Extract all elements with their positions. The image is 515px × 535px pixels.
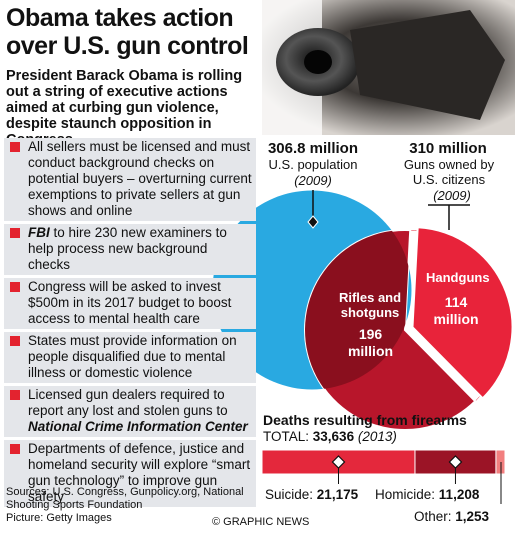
bullet-marker (10, 228, 20, 238)
bar-category: Homicide: (375, 487, 436, 502)
subtitle: President Barack Obama is rolling out a … (6, 68, 243, 148)
bullet-text: Departments of defence, justice and home… (28, 441, 251, 504)
total-year: (2013) (357, 429, 397, 444)
bar-category: Suicide: (265, 487, 314, 502)
bullet-text: All sellers must be licensed and must co… (28, 139, 252, 218)
bullet: Congress will be asked to invest $500m i… (4, 278, 256, 329)
sources-text: Sources: U.S. Congress, Gunpolicy.org, N… (6, 486, 244, 511)
bar-label: Homicide: 11,208 (375, 487, 479, 502)
circle-value: 306.8 million (267, 140, 359, 157)
circle-year: (2009) (294, 173, 332, 188)
bullet: All sellers must be licensed and must co… (4, 138, 256, 221)
slice-value: 114 million (433, 294, 479, 327)
bullet: States must provide information on peopl… (4, 332, 256, 383)
bar-value: 1,253 (455, 509, 490, 524)
slice-label: Handguns (426, 270, 490, 285)
bullet-emphasis: FBI (28, 225, 50, 240)
bar-value: 11,208 (438, 487, 480, 502)
bullet: FBI to hire 230 new examiners to help pr… (4, 224, 256, 275)
total-line: TOTAL: 33,636 (2013) (263, 429, 397, 444)
slice-label: Rifles and shotguns (338, 290, 402, 320)
bullet-text: to hire 230 new examiners to help proces… (28, 225, 227, 272)
total-label: TOTAL: (263, 429, 310, 444)
sources: Sources: U.S. Congress, Gunpolicy.org, N… (6, 486, 256, 525)
bar-label: Other: 1,253 (414, 509, 489, 524)
pie-slice (411, 226, 514, 400)
gun-muzzle (304, 50, 332, 74)
bullet-text: States must provide information on peopl… (28, 333, 237, 380)
marker-diamond (331, 455, 346, 469)
pie-slice-overlap (305, 230, 412, 390)
bar-segment (495, 449, 506, 475)
callout (428, 204, 470, 230)
total-value: 33,636 (312, 429, 355, 444)
circle-name: U.S. population (268, 157, 358, 172)
picture-credit: Picture: Getty Images (6, 512, 112, 524)
bullet-marker (10, 142, 20, 152)
bar-label: Suicide: 21,175 (265, 487, 358, 502)
slice-value: 196 million (347, 326, 394, 359)
bullet: Licensed gun dealers required to report … (4, 386, 256, 437)
bullet: Departments of defence, justice and home… (4, 440, 256, 507)
bar-title: Deaths resulting from firearms (263, 412, 467, 428)
circle-name: Guns owned by U.S. citizens (403, 157, 495, 187)
bullet-text: Congress will be asked to invest $500m i… (28, 279, 232, 326)
title: Obama takes action over U.S. gun control (6, 4, 249, 60)
gun-body (350, 10, 505, 120)
bullet-marker (10, 336, 20, 346)
marker-diamond (448, 455, 463, 469)
bar-value: 21,175 (316, 487, 359, 502)
bullet-marker (10, 282, 20, 292)
bullet-emphasis: National Crime Information Center (28, 419, 248, 434)
bullet-text: Licensed gun dealers required to report … (28, 387, 228, 418)
bullet-list: All sellers must be licensed and must co… (4, 138, 256, 507)
circle-year: (2009) (433, 188, 471, 203)
bullet-marker (10, 390, 20, 400)
circle-value: 310 million (409, 140, 487, 157)
bullet-marker (10, 444, 20, 454)
credit: © GRAPHIC NEWS (212, 516, 310, 528)
bar-category: Other: (414, 509, 452, 524)
pointer-diamond (307, 215, 319, 229)
